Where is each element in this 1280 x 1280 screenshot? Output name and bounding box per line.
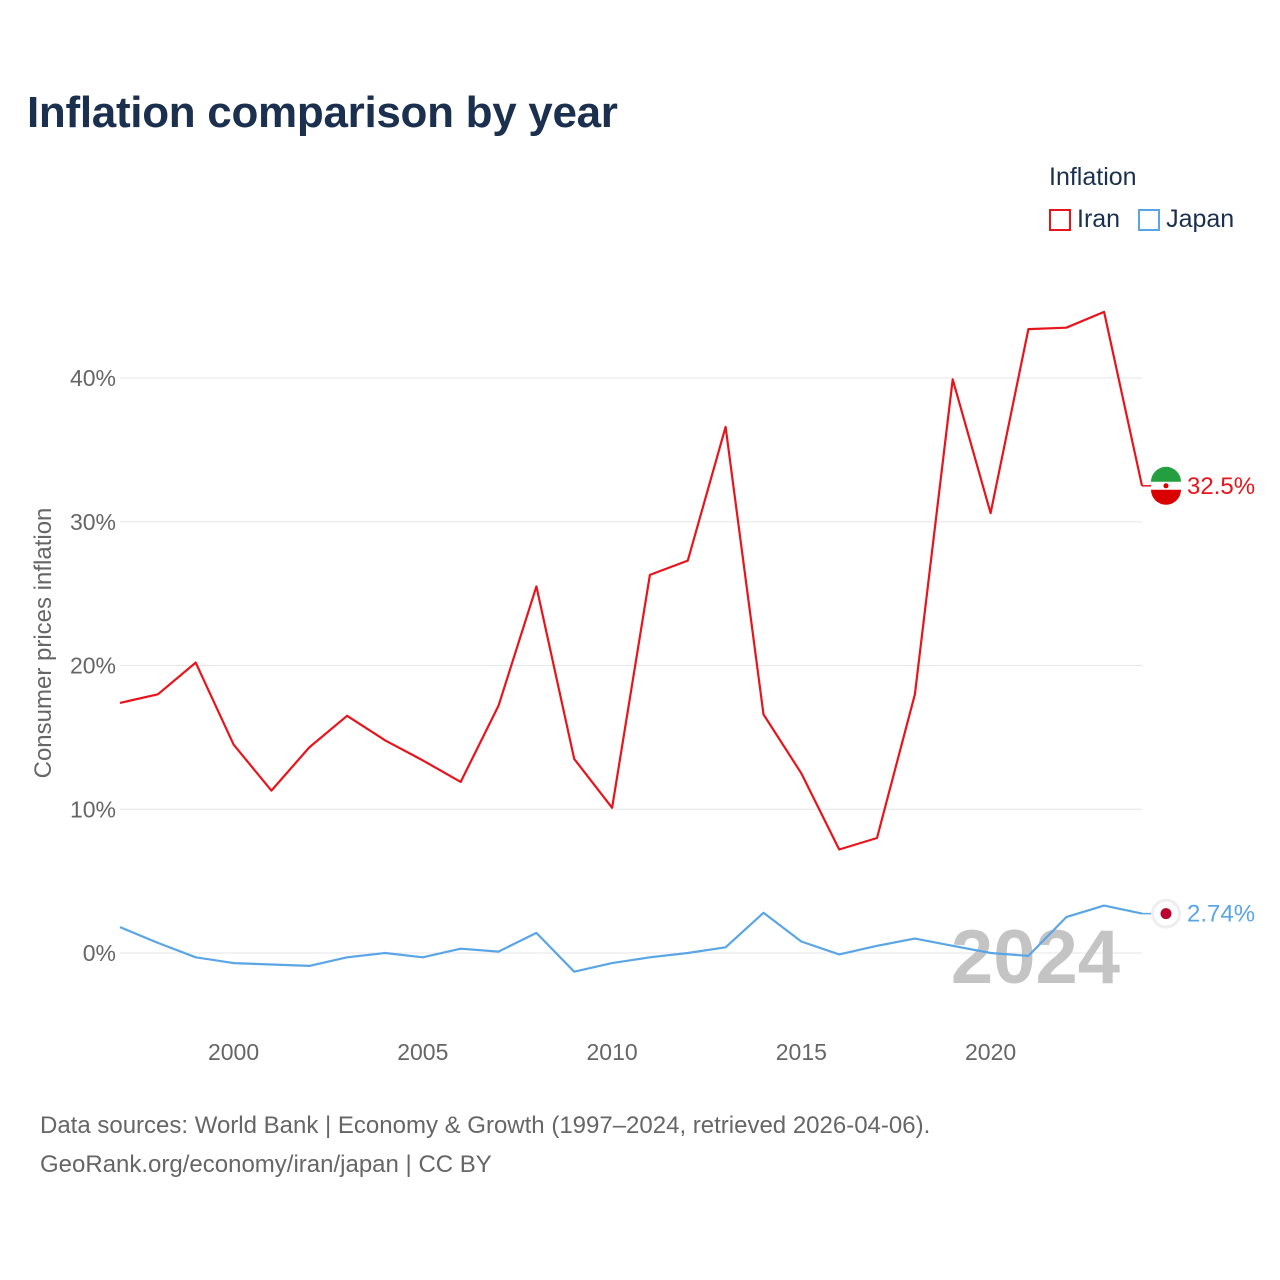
end-labels: 32.5% 2.74%: [1142, 466, 1255, 929]
y-tick-label: 30%: [70, 509, 116, 535]
x-tick-labels: 2000 2005 2010 2015 2020: [208, 1039, 1016, 1065]
legend-item-iran[interactable]: Iran: [1049, 205, 1120, 234]
y-tick-label: 0%: [83, 940, 116, 966]
legend-title: Inflation: [1049, 163, 1137, 191]
source-line-1: Data sources: World Bank | Economy & Gro…: [40, 1112, 931, 1139]
legend-item-japan[interactable]: Japan: [1138, 205, 1234, 234]
x-tick-label: 2000: [208, 1039, 259, 1065]
grid: [120, 377, 1142, 954]
end-label-japan: 2.74%: [1187, 901, 1255, 928]
source-line-2[interactable]: GeoRank.org/economy/iran/japan | CC BY: [40, 1151, 492, 1178]
chart-title: Inflation comparison by year: [27, 88, 618, 137]
legend: Iran Japan: [1049, 205, 1252, 234]
flag-sun: [1160, 908, 1172, 920]
y-tick-label: 20%: [70, 653, 116, 679]
legend-label-iran: Iran: [1077, 205, 1121, 233]
y-tick-label: 40%: [70, 365, 116, 391]
y-tick-labels: 0% 10% 20% 30% 40%: [70, 365, 116, 966]
source-note: Data sources: World Bank | Economy & Gro…: [40, 1106, 930, 1184]
flag-emblem: [1163, 483, 1169, 489]
x-tick-label: 2020: [965, 1039, 1016, 1065]
y-tick-label: 10%: [70, 796, 116, 822]
series-layer: [119, 310, 1144, 973]
iran-flag-icon: [1151, 466, 1181, 505]
series-line-iran: [119, 310, 1144, 851]
flag-green: [1151, 466, 1181, 482]
flag-red: [1151, 489, 1181, 505]
legend-swatch-iran: [1049, 208, 1071, 231]
x-tick-label: 2015: [776, 1039, 827, 1065]
legend-swatch-japan: [1138, 208, 1161, 231]
x-tick-label: 2010: [586, 1039, 637, 1065]
x-tick-label: 2005: [397, 1039, 448, 1065]
year-watermark: 2024: [951, 915, 1120, 1000]
end-label-iran: 32.5%: [1187, 473, 1255, 500]
legend-label-japan: Japan: [1166, 205, 1235, 233]
japan-flag-icon: [1151, 898, 1181, 929]
y-axis-label: Consumer prices inflation: [30, 508, 57, 779]
series-line-japan: [119, 904, 1143, 973]
